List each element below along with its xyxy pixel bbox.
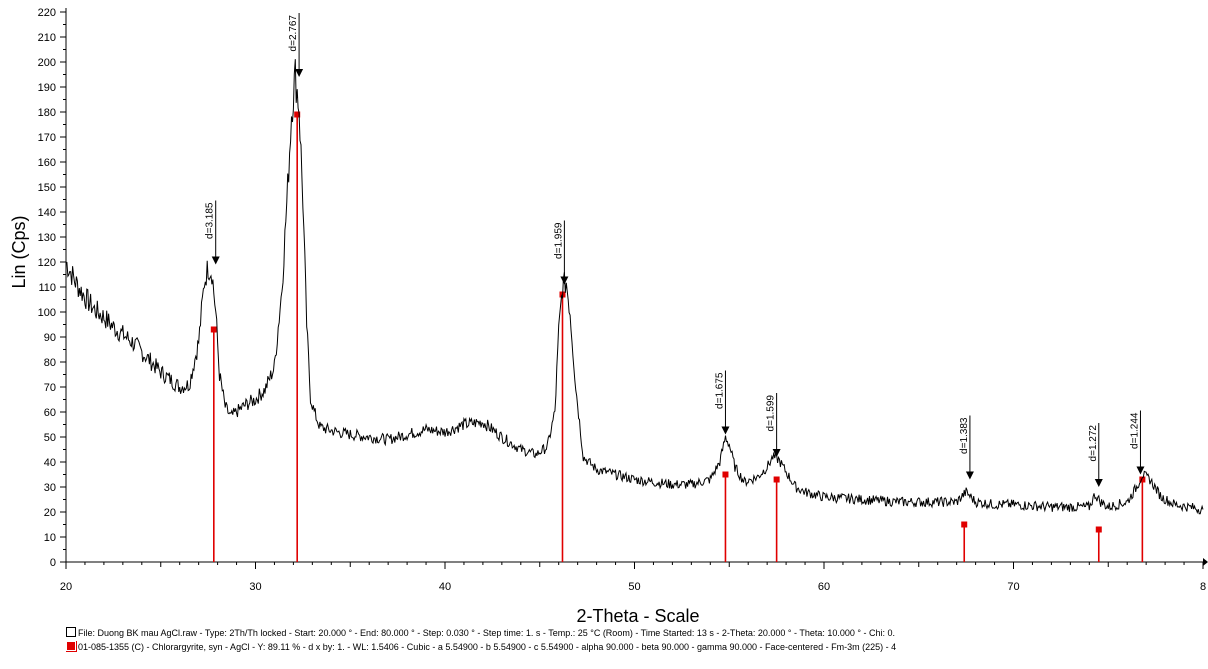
y-tick-label: 180 bbox=[38, 107, 56, 119]
peak-label: d=1.244 bbox=[1129, 412, 1140, 449]
peak-marker bbox=[211, 256, 220, 265]
y-tick-label: 120 bbox=[38, 257, 56, 269]
y-tick-label: 150 bbox=[38, 182, 56, 194]
pattern-line bbox=[65, 59, 1204, 515]
x-tick-label: 50 bbox=[628, 581, 640, 593]
peak-marker bbox=[1094, 479, 1103, 487]
peak-label: d=1.959 bbox=[553, 222, 564, 259]
x-tick-label: 60 bbox=[818, 581, 830, 593]
y-tick-label: 100 bbox=[38, 307, 56, 319]
y-tick-label: 20 bbox=[44, 507, 56, 519]
reference-marker bbox=[773, 476, 780, 483]
file-info-text: File: Duong BK mau AgCl.raw - Type: 2Th/… bbox=[78, 628, 895, 638]
y-tick-label: 50 bbox=[44, 432, 56, 444]
x-tick-label: 40 bbox=[439, 581, 451, 593]
x-tick-label: 20 bbox=[60, 581, 72, 593]
y-tick-label: 190 bbox=[38, 82, 56, 94]
x-axis-arrow bbox=[1203, 558, 1208, 566]
peak-marker bbox=[1136, 466, 1145, 475]
peak-label: d=1.272 bbox=[1088, 425, 1099, 462]
peak-marker bbox=[772, 449, 781, 457]
reference-legend-icon bbox=[66, 641, 77, 652]
y-tick-label: 40 bbox=[44, 457, 56, 469]
y-tick-label: 160 bbox=[38, 157, 56, 169]
y-tick-label: 200 bbox=[38, 57, 56, 69]
reference-marker bbox=[722, 471, 729, 478]
x-axis-title: 2-Theta - Scale bbox=[576, 606, 699, 626]
reference-lines bbox=[210, 111, 1146, 562]
reference-marker bbox=[961, 521, 968, 528]
reference-marker bbox=[294, 111, 301, 118]
peak-marker bbox=[295, 69, 304, 77]
y-tick-label: 90 bbox=[44, 332, 56, 344]
peak-label: d=1.599 bbox=[766, 395, 777, 432]
x-tick-label: 30 bbox=[249, 581, 261, 593]
y-tick-label: 10 bbox=[44, 532, 56, 544]
reference-info-text: 01-085-1355 (C) - Chlorargyrite, syn - A… bbox=[78, 642, 897, 652]
y-tick-label: 130 bbox=[38, 232, 56, 244]
y-tick-label: 170 bbox=[38, 132, 56, 144]
peak-marker bbox=[721, 426, 730, 435]
y-tick-label: 210 bbox=[38, 32, 56, 44]
x-tick-label: 70 bbox=[1007, 581, 1019, 593]
y-tick-label: 220 bbox=[38, 7, 56, 19]
reference-marker bbox=[210, 326, 217, 333]
peak-label: d=2.767 bbox=[288, 15, 299, 52]
reference-marker bbox=[1139, 476, 1146, 483]
y-tick-label: 60 bbox=[44, 407, 56, 419]
reference-marker bbox=[1095, 526, 1102, 533]
reference-info-line: 01-085-1355 (C) - Chlorargyrite, syn - A… bbox=[66, 641, 1206, 652]
x-tick-label: 8 bbox=[1200, 581, 1206, 593]
peak-marker bbox=[965, 471, 974, 480]
peak-label: d=1.383 bbox=[959, 417, 970, 454]
peak-markers: d=3.185 d=2.767 d=1.959 d=1.675 d=1.599 d=1.3… bbox=[205, 13, 1145, 487]
y-tick-label: 110 bbox=[38, 282, 56, 294]
xrd-chart: 0 10 20 30 40 50 60 70 80 90 100 110 120 130 140 150 160… bbox=[9, 7, 1208, 626]
axes: 0 10 20 30 40 50 60 70 80 90 100 110 120 130 140 150 160… bbox=[38, 7, 1208, 593]
y-tick-label: 140 bbox=[38, 207, 56, 219]
peak-label: d=1.675 bbox=[714, 372, 725, 409]
y-tick-label: 30 bbox=[44, 482, 56, 494]
y-tick-label: 80 bbox=[44, 357, 56, 369]
y-tick-label: 0 bbox=[50, 557, 56, 569]
pattern-series bbox=[65, 59, 1204, 515]
peak-marker bbox=[560, 276, 569, 285]
peak-label: d=3.185 bbox=[205, 202, 216, 239]
pattern-legend-icon bbox=[66, 627, 76, 637]
file-info-line: File: Duong BK mau AgCl.raw - Type: 2Th/… bbox=[66, 627, 1206, 638]
y-axis-title: Lin (Cps) bbox=[9, 215, 29, 288]
y-tick-label: 70 bbox=[44, 382, 56, 394]
